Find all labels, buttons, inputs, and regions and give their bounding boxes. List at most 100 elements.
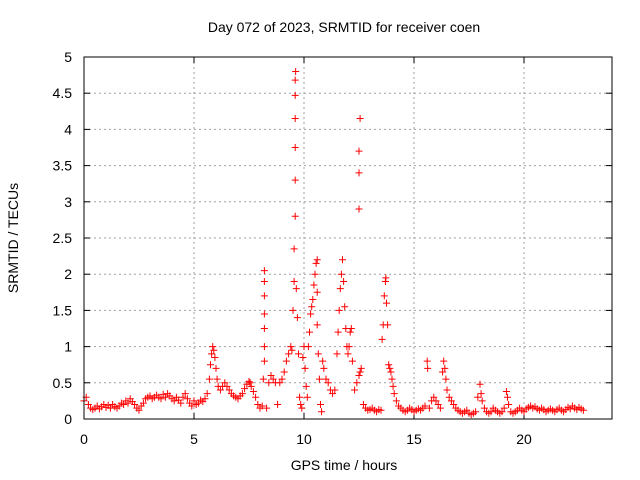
data-point: [313, 288, 321, 296]
data-point: [384, 321, 392, 329]
data-point: [498, 408, 506, 416]
data-point: [313, 321, 321, 329]
data-point: [447, 397, 455, 405]
data-point: [278, 375, 286, 383]
data-point: [385, 361, 393, 369]
data-point: [476, 380, 484, 388]
y-tick-label: 0.5: [53, 375, 73, 391]
data-point: [477, 390, 485, 398]
data-point: [296, 393, 304, 401]
data-point: [276, 379, 284, 387]
data-point: [353, 379, 361, 387]
data-point: [290, 245, 298, 253]
data-point: [298, 404, 306, 412]
data-point: [289, 306, 297, 314]
data-point: [333, 350, 341, 358]
data-point: [425, 404, 433, 412]
chart-title: Day 072 of 2023, SRMTID for receiver coe…: [208, 19, 480, 35]
data-point: [504, 393, 511, 401]
data-point: [348, 357, 356, 365]
data-point: [259, 375, 267, 383]
data-point: [124, 399, 132, 407]
data-point: [317, 401, 324, 409]
data-point: [308, 303, 316, 311]
data-point: [207, 361, 214, 369]
data-point: [299, 353, 307, 361]
x-tick-label: 15: [406, 431, 422, 447]
data-point: [306, 328, 313, 336]
data-point: [106, 404, 114, 412]
data-point: [424, 364, 432, 372]
data-point: [315, 375, 323, 383]
data-point: [304, 343, 312, 351]
data-point: [312, 259, 320, 267]
data-point: [387, 368, 395, 376]
data-point: [341, 303, 349, 311]
data-point: [450, 401, 458, 409]
data-point: [311, 270, 319, 278]
data-point: [377, 406, 385, 414]
data-point: [295, 350, 302, 358]
data-point: [267, 372, 275, 380]
data-point: [210, 346, 218, 354]
data-point: [292, 67, 300, 75]
data-point: [430, 393, 438, 401]
data-point: [260, 357, 268, 365]
data-point: [221, 379, 229, 387]
data-point: [314, 350, 322, 358]
y-tick-label: 1: [64, 339, 72, 355]
data-point: [225, 386, 233, 394]
data-point: [339, 256, 346, 264]
x-tick-label: 10: [296, 431, 312, 447]
data-point: [209, 343, 217, 351]
data-point: [181, 390, 189, 398]
data-point: [355, 147, 363, 155]
data-point: [190, 397, 198, 405]
data-point: [355, 372, 363, 380]
data-point: [478, 397, 486, 405]
y-tick-label: 3.5: [53, 158, 73, 174]
data-points: [80, 67, 587, 419]
data-point: [260, 343, 268, 351]
data-point: [423, 357, 431, 365]
data-point: [480, 404, 488, 412]
data-point: [170, 397, 178, 405]
data-point: [445, 393, 453, 401]
data-point: [434, 401, 442, 409]
y-tick-label: 2: [64, 266, 72, 282]
data-point: [157, 395, 165, 403]
data-point: [203, 390, 211, 398]
data-point: [269, 375, 277, 383]
x-tick-label: 5: [190, 431, 198, 447]
data-point: [280, 368, 288, 376]
data-point: [378, 335, 386, 343]
data-point: [291, 212, 299, 220]
data-point: [356, 368, 364, 376]
data-point: [436, 404, 444, 412]
data-point: [357, 364, 365, 372]
data-point: [263, 404, 271, 412]
data-point: [249, 387, 257, 395]
data-point: [359, 401, 367, 409]
data-point: [291, 115, 299, 123]
plot-frame: [83, 56, 613, 420]
data-point: [345, 343, 353, 351]
data-point: [329, 390, 337, 398]
data-point: [161, 393, 169, 401]
data-point: [260, 310, 268, 318]
data-point: [282, 357, 290, 365]
data-point: [246, 379, 254, 387]
data-point: [135, 406, 143, 414]
data-point: [579, 406, 587, 414]
data-point: [291, 144, 299, 151]
data-point: [307, 310, 315, 318]
data-point: [254, 401, 262, 409]
data-point: [331, 386, 339, 394]
data-point: [390, 390, 398, 398]
data-point: [291, 176, 299, 184]
data-point: [139, 399, 147, 407]
data-point: [505, 401, 513, 409]
data-point: [303, 393, 311, 401]
data-point: [382, 274, 390, 282]
